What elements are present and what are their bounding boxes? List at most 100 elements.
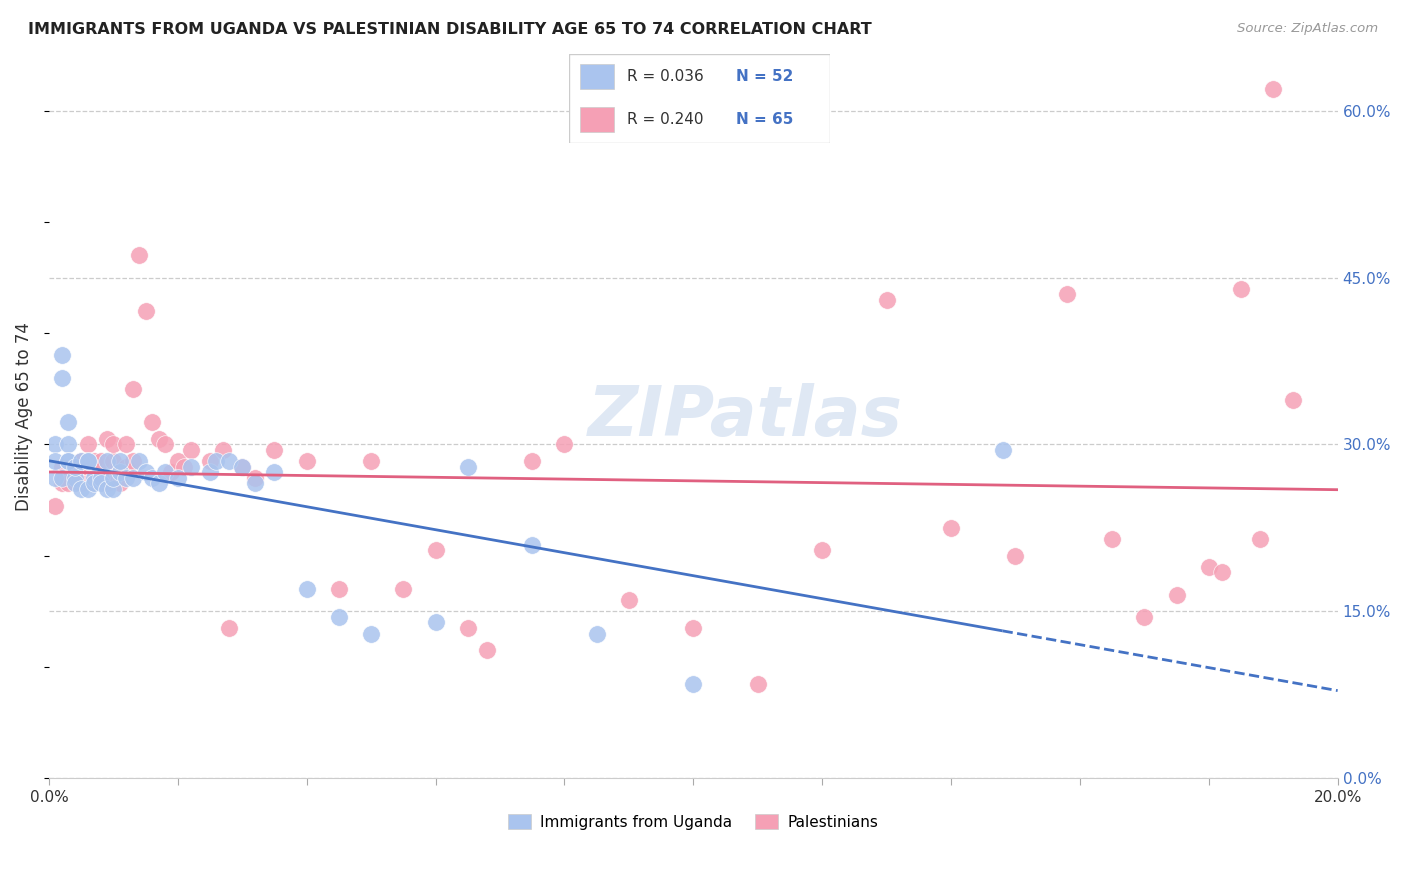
Point xyxy=(243,471,266,485)
Point xyxy=(328,582,350,596)
Text: N = 65: N = 65 xyxy=(735,112,793,127)
Point xyxy=(1101,532,1123,546)
Point xyxy=(108,465,131,479)
Point xyxy=(360,626,382,640)
Point xyxy=(70,476,93,491)
Point xyxy=(108,476,131,491)
Point xyxy=(121,471,143,485)
Point xyxy=(218,454,240,468)
Point xyxy=(991,443,1014,458)
Point xyxy=(198,454,221,468)
Point xyxy=(128,454,150,468)
Point xyxy=(1263,81,1285,95)
Point xyxy=(457,459,479,474)
Point xyxy=(58,437,80,451)
Point xyxy=(63,476,86,491)
Point xyxy=(585,626,607,640)
Legend: Immigrants from Uganda, Palestinians: Immigrants from Uganda, Palestinians xyxy=(502,807,884,836)
Point xyxy=(63,459,86,474)
Point xyxy=(108,465,131,479)
Point xyxy=(76,454,98,468)
Point xyxy=(103,437,125,451)
Point xyxy=(243,476,266,491)
Point xyxy=(76,454,98,468)
Point xyxy=(44,471,66,485)
Point xyxy=(457,621,479,635)
Point xyxy=(70,454,93,468)
Point xyxy=(1056,287,1078,301)
Point xyxy=(58,454,80,468)
Point xyxy=(553,437,575,451)
Point xyxy=(1230,282,1253,296)
Point xyxy=(1281,392,1303,407)
Point xyxy=(51,349,73,363)
Point xyxy=(76,459,98,474)
Point xyxy=(166,454,188,468)
Point xyxy=(295,582,318,596)
Y-axis label: Disability Age 65 to 74: Disability Age 65 to 74 xyxy=(15,322,32,511)
Point xyxy=(63,471,86,485)
Point xyxy=(1004,549,1026,563)
Point xyxy=(682,621,704,635)
Point xyxy=(876,293,898,307)
Point xyxy=(96,476,118,491)
Point xyxy=(51,459,73,474)
Point xyxy=(328,610,350,624)
Point xyxy=(475,643,498,657)
Point xyxy=(103,471,125,485)
Point xyxy=(96,432,118,446)
Text: ZIPatlas: ZIPatlas xyxy=(588,384,903,450)
Point xyxy=(83,454,105,468)
Point xyxy=(263,443,285,458)
Point xyxy=(70,454,93,468)
Point xyxy=(76,482,98,496)
Text: IMMIGRANTS FROM UGANDA VS PALESTINIAN DISABILITY AGE 65 TO 74 CORRELATION CHART: IMMIGRANTS FROM UGANDA VS PALESTINIAN DI… xyxy=(28,22,872,37)
Point xyxy=(63,459,86,474)
Point xyxy=(218,621,240,635)
Text: N = 52: N = 52 xyxy=(735,69,793,84)
Point xyxy=(522,538,544,552)
Point xyxy=(205,454,228,468)
Point xyxy=(83,471,105,485)
Point xyxy=(44,437,66,451)
Point xyxy=(148,476,170,491)
Text: R = 0.036: R = 0.036 xyxy=(627,69,703,84)
Point xyxy=(180,459,202,474)
Point xyxy=(89,454,111,468)
Point xyxy=(83,476,105,491)
Point xyxy=(166,471,188,485)
Point xyxy=(58,415,80,429)
Point xyxy=(121,454,143,468)
Point xyxy=(425,543,447,558)
Point xyxy=(89,476,111,491)
Point xyxy=(141,415,163,429)
Point xyxy=(153,437,176,451)
Point xyxy=(198,465,221,479)
Point xyxy=(51,471,73,485)
Point xyxy=(160,465,183,479)
Point xyxy=(617,593,640,607)
Point xyxy=(103,482,125,496)
FancyBboxPatch shape xyxy=(579,107,613,132)
Point xyxy=(58,471,80,485)
Point xyxy=(89,471,111,485)
Point xyxy=(58,454,80,468)
Point xyxy=(425,615,447,630)
Point xyxy=(522,454,544,468)
Point xyxy=(939,521,962,535)
Point xyxy=(115,437,138,451)
Point xyxy=(89,471,111,485)
Point xyxy=(70,482,93,496)
Point xyxy=(811,543,834,558)
Point xyxy=(153,465,176,479)
Point xyxy=(108,454,131,468)
Point xyxy=(128,248,150,262)
Point xyxy=(180,443,202,458)
Point xyxy=(115,459,138,474)
Point xyxy=(103,454,125,468)
Point xyxy=(1198,559,1220,574)
Point xyxy=(1133,610,1156,624)
Point xyxy=(96,482,118,496)
Point xyxy=(121,382,143,396)
Text: R = 0.240: R = 0.240 xyxy=(627,112,703,127)
